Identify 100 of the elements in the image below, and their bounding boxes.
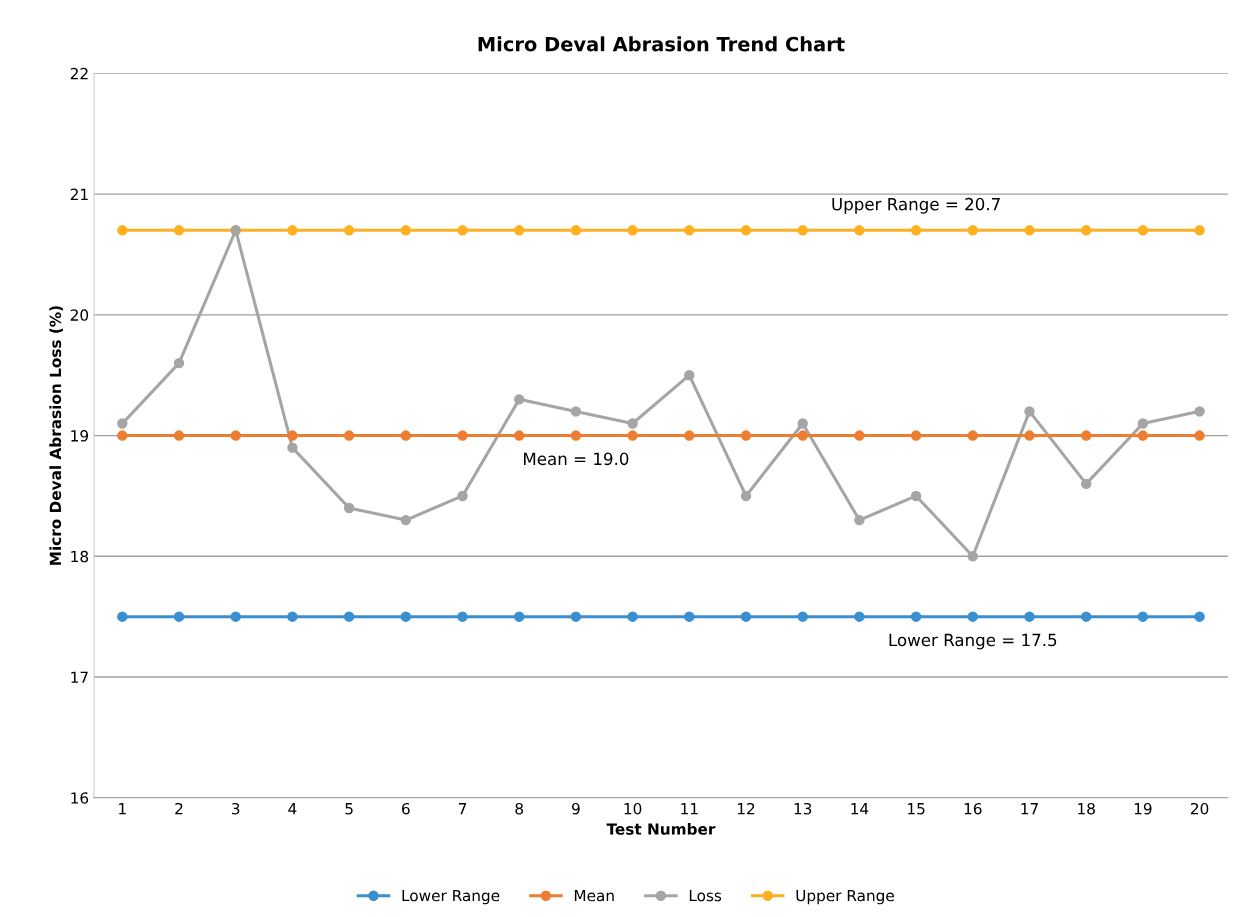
point (1194, 225, 1205, 236)
point (1024, 406, 1035, 417)
point (287, 611, 298, 622)
point (797, 418, 808, 429)
point (343, 502, 355, 514)
legend-label: Mean (574, 889, 614, 902)
point (684, 225, 695, 236)
y-tick-label: 17 (71, 671, 88, 683)
x-tick-label: 4 (288, 803, 297, 815)
x-tick-label: 12 (737, 802, 755, 815)
point (1137, 430, 1149, 441)
point (1137, 611, 1149, 622)
point (400, 430, 412, 441)
point (457, 490, 468, 502)
point (1080, 225, 1092, 236)
point (627, 418, 638, 429)
point (740, 430, 752, 441)
y-tick-label: 19 (71, 430, 89, 442)
point (514, 394, 525, 405)
x-axis-title: Test Number (606, 822, 716, 835)
point (910, 225, 922, 236)
point (967, 225, 979, 236)
x-tick-label: 10 (624, 802, 642, 815)
point (627, 430, 638, 441)
x-tick-label: 11 (681, 803, 698, 815)
point (740, 490, 752, 502)
x-tick-label: 9 (572, 802, 580, 815)
x-tick-label: 2 (175, 802, 183, 815)
y-axis-title: Micro Deval Abrasion Loss (%) (49, 306, 63, 565)
point (1194, 406, 1205, 417)
x-tick-label: 15 (908, 803, 925, 815)
annotation: Upper Range = 20.7 (832, 197, 1000, 214)
point (570, 430, 582, 441)
point (627, 611, 638, 622)
legend-label: Upper Range (796, 889, 894, 905)
point (343, 611, 355, 622)
point (1194, 611, 1205, 622)
legend-label: Lower Range (402, 889, 500, 905)
point (910, 611, 922, 622)
annotation: Mean = 19.0 (524, 452, 629, 466)
point (910, 430, 922, 441)
point (173, 357, 185, 369)
point (854, 430, 865, 441)
point (967, 551, 979, 562)
point (910, 490, 922, 502)
y-tick-label: 18 (71, 550, 89, 563)
y-tick-label: 21 (70, 188, 88, 200)
point (684, 430, 695, 441)
point (514, 430, 525, 441)
point (854, 225, 865, 236)
point (1024, 611, 1035, 622)
point (570, 225, 582, 236)
y-tick-label: 16 (71, 792, 89, 804)
point (287, 442, 298, 453)
point (457, 225, 468, 236)
x-tick-label: 19 (1134, 802, 1152, 815)
point (117, 611, 128, 622)
chart-title: Micro Deval Abrasion Trend Chart (478, 36, 845, 52)
point (173, 430, 185, 441)
point (854, 514, 865, 526)
point (1080, 430, 1092, 441)
y-tick-label: 20 (70, 309, 89, 321)
point (117, 418, 128, 429)
point (457, 430, 468, 441)
point (117, 430, 128, 441)
point (230, 611, 241, 622)
point (740, 225, 752, 236)
point (967, 611, 979, 622)
x-tick-label: 18 (1078, 802, 1095, 815)
point (457, 611, 468, 622)
x-tick-label: 16 (964, 802, 982, 815)
point (1024, 225, 1035, 236)
point (400, 611, 412, 622)
annotation: Lower Range = 17.5 (889, 633, 1057, 650)
x-tick-label: 3 (232, 802, 240, 815)
point (797, 611, 808, 622)
x-tick-label: 7 (458, 803, 467, 815)
point (797, 225, 808, 236)
point (400, 225, 412, 236)
x-tick-label: 5 (345, 803, 353, 815)
point (400, 514, 412, 526)
point (117, 225, 128, 236)
point (1024, 430, 1035, 441)
point (1137, 418, 1149, 429)
x-tick-label: 14 (851, 803, 869, 815)
point (287, 430, 298, 441)
point (1080, 611, 1092, 622)
x-tick-label: 13 (794, 802, 812, 815)
point (570, 406, 582, 417)
point (570, 611, 582, 622)
legend-label: Loss (689, 889, 722, 902)
x-tick-label: 17 (1021, 803, 1038, 815)
point (173, 225, 185, 236)
point (287, 225, 298, 236)
x-tick-label: 20 (1190, 802, 1209, 815)
point (343, 225, 355, 236)
point (514, 611, 525, 622)
point (1137, 225, 1149, 236)
point (1194, 430, 1205, 441)
point (967, 430, 979, 441)
